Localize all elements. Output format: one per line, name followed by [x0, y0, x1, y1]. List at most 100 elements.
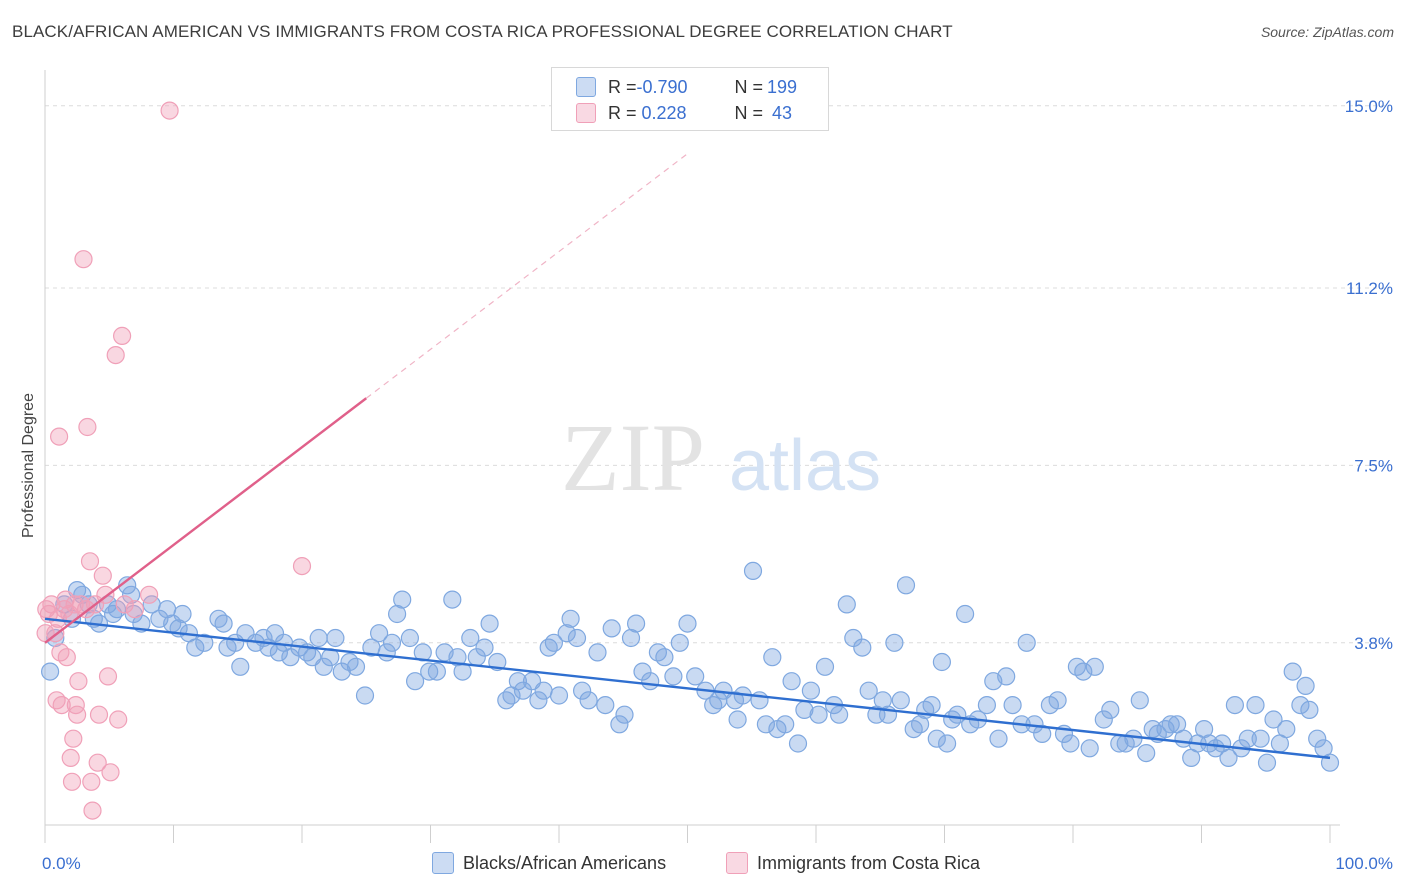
point-blacks-159 [1094, 710, 1113, 729]
trend-line-costa-rica-extension [365, 153, 688, 399]
trend-lines [44, 153, 1331, 760]
point-blacks-24 [195, 633, 214, 652]
point-blacks-81 [567, 628, 587, 648]
point-blacks-150 [1033, 724, 1052, 744]
legend-swatch-blacks [576, 77, 596, 97]
series-blacks-points [40, 561, 1340, 772]
point-costa-rica-38 [125, 600, 144, 619]
point-blacks-1 [46, 628, 65, 648]
point-blacks-59 [427, 662, 446, 681]
point-blacks-146 [1003, 695, 1022, 715]
legend-swatch-blacks [432, 852, 454, 874]
point-blacks-55 [400, 628, 419, 648]
point-blacks-160 [1101, 700, 1120, 720]
point-blacks-128 [891, 691, 910, 710]
point-blacks-26 [214, 614, 233, 633]
point-blacks-187 [1277, 719, 1296, 739]
point-blacks-131 [910, 715, 930, 734]
point-blacks-77 [544, 633, 564, 652]
legend-row-costa-rica: R = 0.228 N = 43 [576, 101, 792, 125]
point-costa-rica-8 [52, 695, 71, 715]
point-costa-rica-41 [292, 556, 312, 576]
point-blacks-145 [997, 667, 1016, 686]
point-blacks-164 [1130, 691, 1149, 710]
point-blacks-91 [633, 662, 652, 681]
point-blacks-133 [922, 695, 941, 715]
y-tick-label-0: 3.8% [1354, 634, 1393, 653]
point-blacks-156 [1074, 662, 1093, 681]
point-blacks-188 [1283, 662, 1302, 681]
gridlines [45, 105, 1390, 644]
legend-swatch-costa-rica [576, 103, 596, 123]
point-blacks-96 [670, 633, 689, 652]
legend-r-value: 0.228 [636, 102, 687, 123]
point-blacks-120 [837, 595, 856, 614]
point-costa-rica-25 [82, 772, 101, 791]
watermark: ZIP atlas [561, 404, 881, 511]
point-blacks-127 [885, 633, 904, 652]
point-blacks-174 [1194, 719, 1214, 739]
point-costa-rica-39 [140, 585, 159, 604]
legend-n-value: 199 [767, 76, 798, 97]
point-costa-rica-11 [57, 648, 76, 667]
legend-item-costa-rica[interactable]: Immigrants from Costa Rica [726, 852, 980, 874]
point-blacks-62 [448, 648, 467, 667]
point-blacks-58 [420, 662, 439, 681]
point-blacks-29 [231, 657, 250, 676]
y-axis-label: Professional Degree [20, 393, 38, 538]
point-blacks-47 [346, 657, 366, 676]
point-blacks-191 [1300, 700, 1319, 720]
point-costa-rica-30 [93, 566, 112, 585]
point-blacks-80 [561, 609, 580, 628]
legend-r-label: R = [608, 76, 637, 97]
point-blacks-134 [927, 729, 946, 748]
legend-row-blacks: R = -0.790 N = 199 [576, 75, 797, 99]
point-costa-rica-26 [83, 801, 102, 820]
trend-line-costa-rica [44, 397, 367, 644]
y-tick-labels: 3.8% 7.5% 11.2% 15.0% [1345, 97, 1393, 653]
point-blacks-52 [382, 633, 402, 652]
x-tick-label-max: 100.0% [1335, 854, 1393, 873]
legend-n-label: N = [734, 102, 764, 123]
point-blacks-122 [853, 638, 872, 657]
point-blacks-71 [508, 672, 528, 691]
point-blacks-183 [1251, 729, 1270, 748]
point-blacks-115 [801, 681, 821, 700]
point-blacks-87 [610, 715, 629, 734]
point-blacks-136 [937, 734, 957, 753]
point-blacks-88 [615, 705, 634, 724]
point-costa-rica-32 [98, 667, 118, 686]
x-tick-labels: 0.0% 100.0% [42, 854, 1393, 873]
point-blacks-78 [549, 686, 569, 705]
chart-source: Source: ZipAtlas.com [1260, 24, 1394, 40]
point-blacks-79 [557, 624, 576, 643]
point-costa-rica-34 [106, 346, 125, 365]
point-blacks-116 [809, 705, 828, 724]
legend-item-blacks[interactable]: Blacks/African Americans [432, 852, 666, 874]
point-blacks-0 [40, 662, 60, 681]
point-blacks-42 [314, 657, 333, 676]
point-costa-rica-14 [62, 772, 82, 791]
watermark-atlas: atlas [729, 426, 881, 506]
series-legend: Blacks/African Americans Immigrants from… [0, 852, 1406, 878]
correlation-legend: R = -0.790 N = 199 R = 0.228 N = 43 [551, 67, 829, 131]
point-blacks-90 [626, 614, 646, 633]
legend-swatch-costa-rica [726, 852, 748, 874]
point-blacks-13 [122, 585, 141, 604]
point-blacks-119 [829, 705, 849, 724]
point-blacks-169 [1161, 715, 1180, 734]
point-blacks-144 [989, 729, 1008, 748]
legend-r-value: -0.790 [636, 76, 688, 97]
point-blacks-56 [406, 672, 425, 691]
point-blacks-54 [393, 590, 412, 609]
point-blacks-135 [932, 652, 952, 672]
point-blacks-67 [480, 614, 499, 633]
point-blacks-179 [1225, 695, 1245, 715]
point-blacks-5 [73, 585, 92, 604]
point-blacks-129 [896, 576, 916, 595]
point-blacks-66 [475, 638, 494, 657]
point-costa-rica-19 [69, 672, 88, 691]
point-blacks-112 [782, 672, 801, 691]
point-blacks-61 [443, 590, 462, 609]
point-costa-rica-35 [109, 710, 128, 729]
